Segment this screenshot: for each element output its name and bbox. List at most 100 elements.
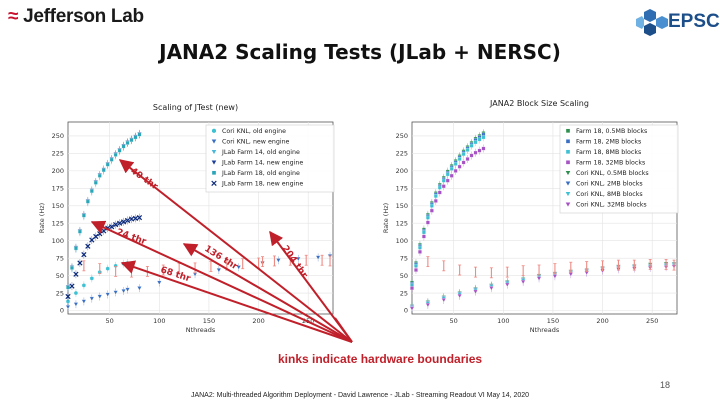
data-point	[93, 233, 99, 240]
data-point	[85, 243, 91, 249]
y-tick-label: 175	[396, 185, 408, 193]
data-point	[429, 208, 434, 213]
data-point	[132, 215, 139, 221]
data-point	[81, 252, 87, 258]
data-point	[441, 178, 446, 183]
data-point	[156, 280, 162, 286]
x-tick-label: 150	[547, 317, 559, 325]
data-point	[481, 135, 486, 140]
data-point	[81, 282, 86, 288]
legend-entry: Cori KNL, 32MB blocks	[576, 202, 647, 209]
data-point	[473, 150, 478, 155]
data-point	[133, 135, 138, 140]
series-error-bars	[426, 256, 676, 279]
annotation-arrow	[120, 260, 353, 343]
y-tick-label: 225	[396, 150, 408, 158]
data-point	[109, 224, 115, 230]
page-title: JANA2 Scaling Tests (JLab + NERSC)	[159, 40, 561, 64]
data-point	[433, 194, 438, 198]
jefferson-lab-logo: ≈ Jefferson Lab	[8, 6, 144, 28]
data-point	[457, 293, 463, 299]
data-point	[236, 265, 242, 270]
legend-marker	[565, 202, 571, 207]
series-cori-knl-new-engine	[65, 252, 333, 312]
x-axis-label: Nthreads	[530, 326, 560, 334]
data-point	[275, 258, 281, 263]
data-point	[97, 173, 102, 178]
y-tick-label: 25	[56, 289, 64, 297]
data-point	[105, 162, 110, 167]
legend-entry: Farm 18, 8MB blocks	[576, 149, 641, 156]
data-point	[77, 260, 83, 266]
data-point	[89, 189, 94, 194]
annotation-arrow	[118, 159, 353, 343]
data-point	[449, 173, 454, 178]
data-point	[429, 203, 434, 208]
data-point	[461, 160, 466, 165]
x-tick-label: 50	[450, 317, 458, 325]
legend-entry: JLab Farm 14, old engine	[221, 149, 300, 156]
data-point	[73, 290, 78, 296]
logo-left-text: Jefferson Lab	[23, 6, 144, 27]
data-point	[425, 220, 430, 225]
data-point	[433, 198, 438, 203]
legend-entry: Cori KNL, 2MB blocks	[576, 181, 643, 188]
data-point	[425, 303, 431, 308]
x-axis-label: Nthreads	[186, 326, 216, 334]
data-point	[109, 157, 114, 162]
data-point	[93, 180, 98, 185]
data-point	[488, 286, 494, 291]
data-point	[137, 286, 142, 291]
legend-marker	[566, 139, 570, 144]
data-point	[422, 234, 426, 239]
y-tick-label: 200	[52, 167, 64, 175]
data-point	[124, 217, 131, 224]
data-point	[457, 157, 462, 161]
series-farm-18-8mb-blocks	[410, 133, 486, 290]
data-point	[121, 289, 127, 294]
y-tick-label: 250	[396, 132, 408, 140]
data-point	[73, 271, 79, 277]
x-tick-label: 100	[153, 317, 165, 325]
chart-title: JANA2 Block Size Scaling	[489, 99, 589, 108]
data-point	[70, 266, 74, 270]
data-point	[113, 222, 119, 228]
y-tick-label: 125	[52, 219, 64, 227]
y-tick-label: 125	[396, 219, 408, 227]
data-point	[74, 246, 78, 251]
data-point	[453, 161, 458, 166]
x-tick-label: 200	[252, 317, 264, 325]
y-tick-label: 50	[56, 272, 64, 280]
legend-marker	[565, 181, 571, 186]
data-point	[552, 274, 558, 279]
data-point	[113, 290, 119, 295]
data-point	[125, 287, 131, 293]
data-point	[520, 279, 526, 285]
data-point	[81, 299, 87, 304]
data-point	[116, 220, 123, 226]
y-tick-label: 100	[52, 237, 64, 245]
chart-title: Scaling of JTest (new)	[153, 103, 238, 112]
data-point	[477, 148, 482, 153]
annotation-arrow	[182, 243, 353, 343]
data-point	[89, 237, 95, 243]
data-point	[422, 230, 426, 235]
data-point	[137, 132, 142, 137]
data-point	[295, 256, 301, 262]
data-point	[473, 289, 478, 295]
data-point	[465, 157, 470, 161]
y-tick-label: 225	[52, 150, 64, 158]
data-point	[437, 190, 442, 195]
data-point	[101, 168, 106, 173]
legend-entry: Cori KNL, new engine	[222, 139, 290, 146]
x-tick-label: 100	[497, 317, 509, 325]
data-point	[410, 286, 414, 291]
y-tick-label: 175	[52, 185, 64, 193]
data-point	[121, 144, 126, 149]
legend-marker	[212, 170, 216, 175]
data-point	[105, 266, 110, 271]
data-point	[105, 292, 111, 297]
x-tick-label: 50	[106, 317, 114, 325]
y-tick-label: 25	[400, 289, 408, 297]
